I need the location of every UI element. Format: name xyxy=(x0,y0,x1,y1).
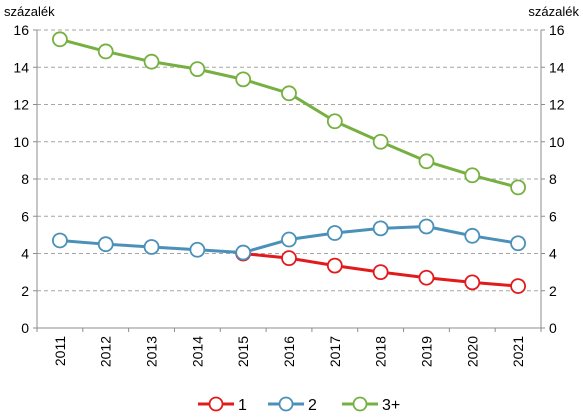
y-axis-unit-right: százalék xyxy=(528,4,579,19)
data-point-1 xyxy=(418,269,435,286)
data-point-3+ xyxy=(372,133,389,150)
data-point-1 xyxy=(326,257,343,274)
y-tick-label-left: 2 xyxy=(21,283,29,299)
y-tick-label-left: 6 xyxy=(21,208,29,224)
data-point-3+ xyxy=(281,85,297,102)
x-tick-label: 2021 xyxy=(510,336,526,367)
data-point-3+ xyxy=(97,43,114,60)
y-tick-label-right: 16 xyxy=(549,22,565,38)
x-tick-label: 2020 xyxy=(464,336,480,367)
legend-label-2: 2 xyxy=(308,397,317,414)
legend-label-3+: 3+ xyxy=(382,397,400,414)
data-point-2 xyxy=(143,239,160,255)
y-axis-unit-left: százalék xyxy=(4,4,55,19)
series-group xyxy=(52,31,526,294)
data-point-2 xyxy=(464,227,481,244)
x-tick-label: 2019 xyxy=(418,336,434,367)
y-tick-label-left: 0 xyxy=(21,320,29,336)
series-line-3+ xyxy=(59,37,519,189)
x-tick-label: 2011 xyxy=(52,336,68,366)
data-point-2 xyxy=(510,235,526,252)
y-tick-label-left: 10 xyxy=(13,134,29,150)
x-tick-label: 2012 xyxy=(98,336,114,367)
data-point-2 xyxy=(418,218,435,235)
x-tick-label: 2013 xyxy=(144,336,160,367)
y-tick-label-right: 14 xyxy=(549,59,565,75)
y-tick-label-left: 14 xyxy=(13,59,29,75)
y-tick-label-right: 6 xyxy=(549,208,557,224)
data-point-2 xyxy=(372,220,389,237)
data-point-3+ xyxy=(143,53,160,70)
y-tick-label-right: 12 xyxy=(549,97,565,113)
y-tick-label-right: 8 xyxy=(549,171,557,187)
y-tick-label-left: 8 xyxy=(21,171,29,187)
y-tick-label-left: 16 xyxy=(13,22,29,38)
legend-marker-3+ xyxy=(352,396,368,412)
y-tick-label-left: 12 xyxy=(13,97,29,113)
axes: 0 0 2 2 4 4 6 6 8 8 10 10 12 12 14 14 16 16 2011 2012 2013 20… xyxy=(13,22,564,367)
data-point-3+ xyxy=(464,167,481,184)
data-point-1 xyxy=(510,278,526,294)
data-point-2 xyxy=(281,231,297,248)
data-point-3+ xyxy=(235,71,252,88)
y-tick-label-left: 4 xyxy=(21,246,29,262)
x-tick-label: 2015 xyxy=(235,336,251,367)
data-point-3+ xyxy=(189,61,206,78)
data-point-1 xyxy=(372,264,389,281)
data-point-2 xyxy=(326,225,343,241)
data-point-2 xyxy=(235,244,252,261)
data-point-2 xyxy=(52,232,68,249)
x-tick-label: 2016 xyxy=(281,336,297,367)
x-tick-label: 2017 xyxy=(327,336,343,367)
data-point-2 xyxy=(97,236,114,253)
data-point-3+ xyxy=(52,31,68,48)
x-tick-label: 2014 xyxy=(189,336,205,367)
y-tick-label-right: 0 xyxy=(549,320,557,336)
data-point-2 xyxy=(189,241,206,258)
data-point-3+ xyxy=(326,113,343,130)
legend: 1 2 3+ xyxy=(198,396,400,414)
x-tick-label: 2018 xyxy=(373,336,389,367)
y-tick-label-right: 10 xyxy=(549,134,565,150)
grid-lines xyxy=(37,29,541,292)
legend-label-1: 1 xyxy=(238,397,247,414)
data-point-1 xyxy=(281,250,297,267)
y-tick-label-right: 2 xyxy=(549,283,557,299)
data-point-1 xyxy=(464,274,481,291)
data-point-3+ xyxy=(510,179,526,196)
data-point-3+ xyxy=(418,153,435,170)
y-tick-label-right: 4 xyxy=(549,246,557,262)
legend-marker-2 xyxy=(278,396,294,412)
legend-marker-1 xyxy=(208,396,224,412)
